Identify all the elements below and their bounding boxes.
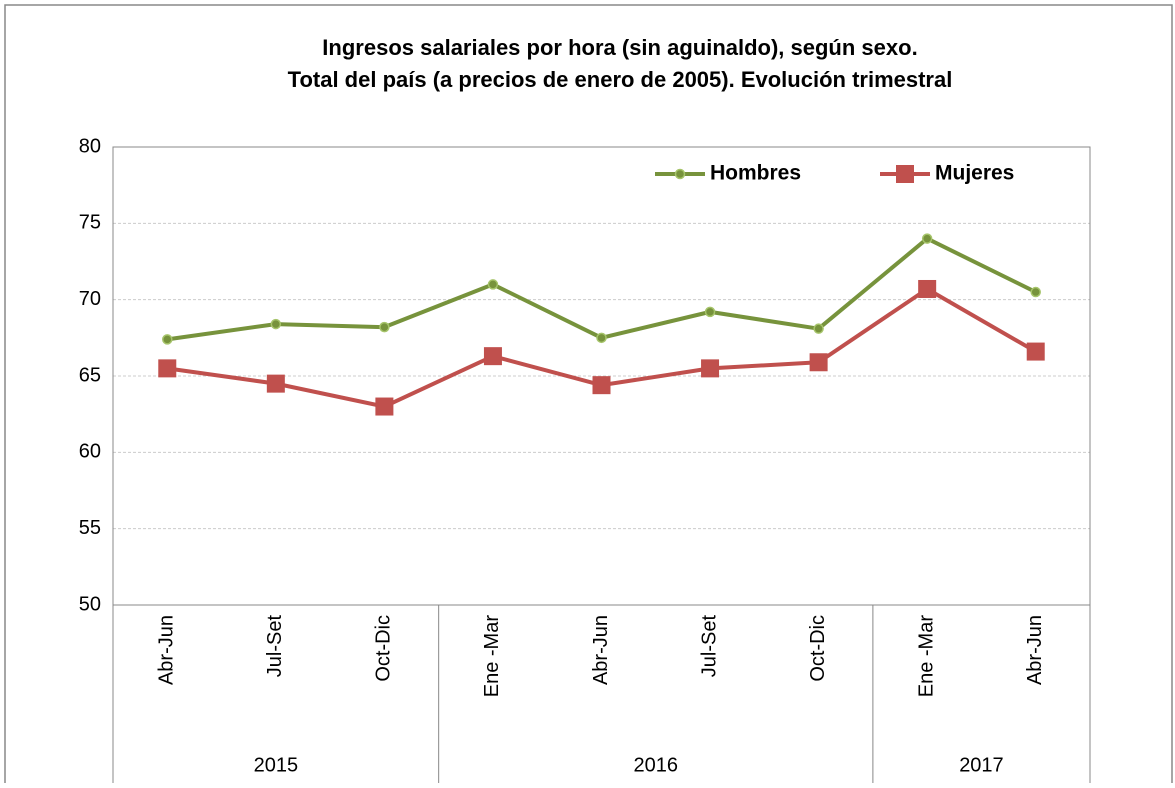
y-tick-label: 70 <box>79 288 101 310</box>
marker <box>704 306 716 318</box>
chart-title: Total del país (a precios de enero de 20… <box>288 67 953 92</box>
marker <box>921 233 933 244</box>
marker <box>809 353 828 372</box>
marker <box>483 347 502 366</box>
marker <box>1026 342 1045 361</box>
marker <box>379 321 390 333</box>
x-tick-label: Ene -Mar <box>915 615 937 698</box>
marker <box>162 334 173 345</box>
y-tick-label: 50 <box>79 593 101 615</box>
legend-marker <box>896 165 914 183</box>
group-label: 2016 <box>634 754 679 776</box>
y-tick-label: 80 <box>79 135 101 157</box>
x-tick-label: Abr-Jun <box>1024 615 1046 685</box>
y-tick-label: 60 <box>79 441 101 463</box>
marker <box>592 376 611 395</box>
legend-label: Mujeres <box>935 162 1014 185</box>
marker <box>266 374 285 393</box>
marker <box>487 279 499 290</box>
marker <box>596 332 607 344</box>
marker <box>270 318 282 330</box>
y-tick-label: 65 <box>79 364 101 386</box>
y-tick-label: 75 <box>79 212 101 234</box>
x-tick-label: Jul-Set <box>264 615 286 678</box>
x-tick-label: Ene -Mar <box>481 615 503 698</box>
legend-marker <box>674 168 686 180</box>
chart-title: Ingresos salariales por hora (sin aguina… <box>322 35 917 60</box>
plot-border <box>112 146 1091 606</box>
marker <box>375 397 394 416</box>
marker <box>701 359 720 378</box>
x-tick-label: Abr-Jun <box>156 615 178 685</box>
legend-label: Hombres <box>710 162 801 185</box>
marker <box>1030 286 1041 298</box>
marker <box>918 279 937 298</box>
x-tick-label: Jul-Set <box>698 615 720 678</box>
marker <box>813 323 824 334</box>
x-tick-label: Oct-Dic <box>373 615 395 682</box>
x-tick-label: Oct-Dic <box>807 615 829 682</box>
group-label: 2015 <box>254 754 299 776</box>
chart-border <box>4 4 1173 788</box>
group-label: 2017 <box>959 754 1004 776</box>
marker <box>158 359 177 378</box>
x-tick-label: Abr-Jun <box>590 615 612 685</box>
y-tick-label: 55 <box>79 517 101 539</box>
